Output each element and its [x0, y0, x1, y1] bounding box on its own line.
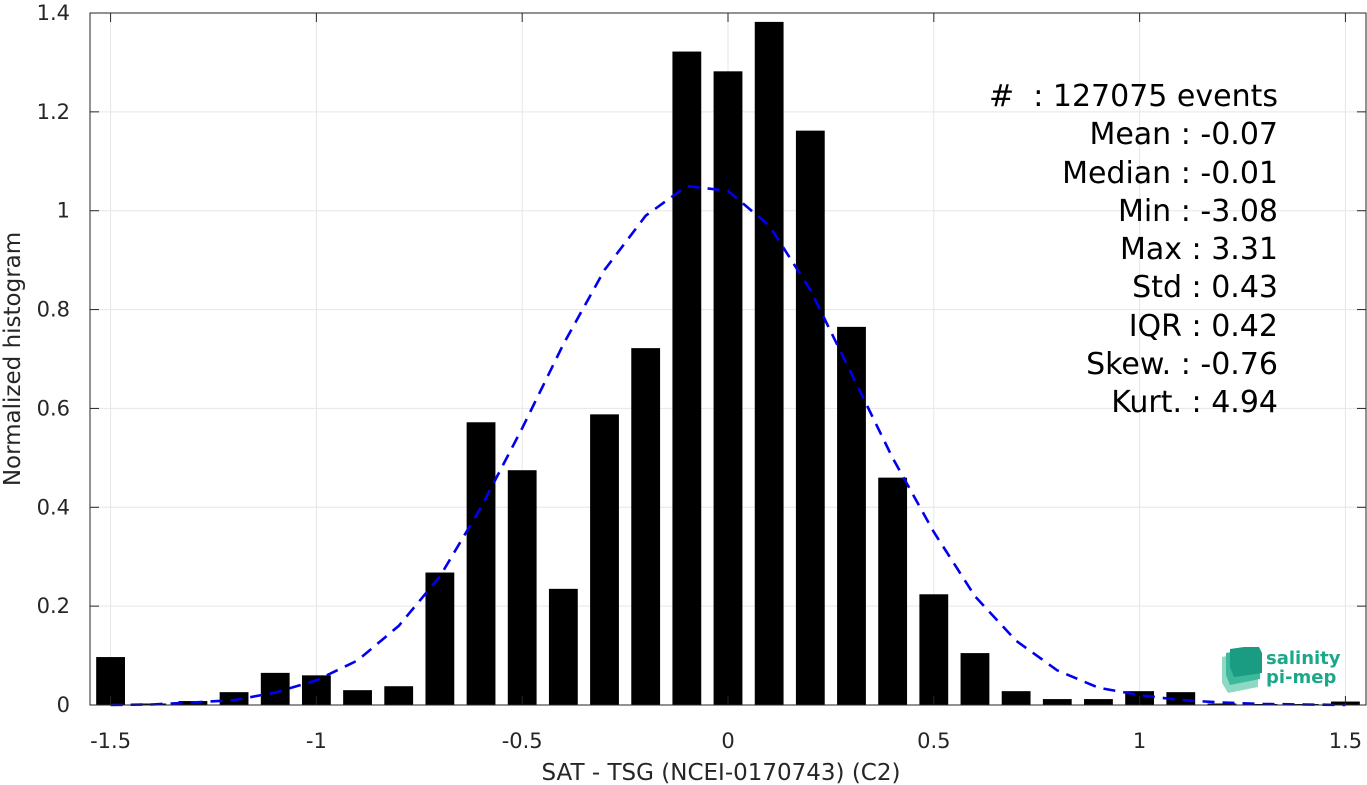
stat-events: # : 127075 events	[989, 79, 1278, 114]
histogram-bar	[960, 653, 990, 705]
histogram-bar	[754, 21, 784, 705]
ticks	[90, 12, 1366, 706]
salinity-pi-mep-logo: salinity pi-mep	[1218, 645, 1348, 695]
stat-min: Min : -3.08	[1117, 193, 1278, 229]
histogram-bar	[590, 414, 619, 705]
x-tick-label: -1	[306, 729, 327, 753]
y-tick-label: 0.2	[37, 594, 70, 618]
histogram-bar	[919, 594, 949, 705]
stat-max: Max : 3.31	[1120, 232, 1278, 268]
x-tick-labels: -1.5 -1 -0.5 0 0.5 1 1.5	[90, 729, 1362, 753]
logo-line-1: salinity	[1266, 648, 1341, 669]
stats-box: # : 127075 events Mean : -0.07 Median : …	[989, 78, 1278, 423]
histogram-bar	[1207, 703, 1237, 705]
y-tick-label: 0.4	[37, 495, 70, 519]
fit-curve	[110, 184, 1346, 707]
x-tick-label: -0.5	[502, 729, 543, 753]
y-tick-label: 0	[57, 693, 70, 717]
histogram-bar	[672, 51, 702, 706]
y-tick-label: 1.4	[37, 1, 70, 25]
x-axis-label: SAT - TSG (NCEI-0170743) (C2)	[542, 760, 901, 785]
logo-icon	[1222, 647, 1262, 693]
histogram-bar	[1084, 699, 1113, 705]
stat-std: Std : 0.43	[1132, 270, 1278, 306]
histogram-bar	[1042, 699, 1072, 705]
x-tick-label: 0	[721, 729, 734, 753]
histogram-bar	[507, 470, 537, 705]
histogram-bar	[343, 690, 372, 705]
histogram-bar	[1001, 691, 1031, 705]
x-tick-label: 0.5	[917, 729, 950, 753]
histogram-bar	[384, 686, 414, 705]
y-axis-label: Normalized histogram	[0, 232, 26, 486]
histogram-bar	[548, 588, 578, 705]
histogram-bar	[260, 672, 290, 705]
x-tick-label: 1.5	[1329, 729, 1362, 753]
bars	[96, 21, 1360, 706]
stat-median: Median : -0.01	[1062, 155, 1278, 191]
x-tick-label: -1.5	[90, 729, 131, 753]
stat-mean: Mean : -0.07	[1089, 117, 1278, 153]
histogram-bar	[425, 572, 455, 705]
y-tick-label: 0.6	[37, 396, 70, 420]
histogram-bar	[878, 477, 908, 705]
y-tick-label: 1	[57, 199, 70, 223]
stat-skew: Skew. : -0.76	[1086, 347, 1278, 383]
y-tick-label: 1.2	[37, 100, 70, 124]
histogram-bar	[795, 130, 825, 705]
y-tick-label: 0.8	[37, 298, 70, 322]
stat-iqr: IQR : 0.42	[1128, 308, 1278, 344]
logo-line-2: pi-mep	[1266, 667, 1337, 688]
histogram-bar	[713, 71, 743, 706]
histogram-bar	[466, 422, 496, 705]
histogram-bar	[219, 692, 249, 705]
histogram-bar	[837, 326, 866, 705]
y-tick-labels: 0 0.2 0.4 0.6 0.8 1 1.2 1.4	[37, 1, 70, 717]
stat-kurt: Kurt. : 4.94	[1111, 385, 1278, 421]
histogram-bar	[631, 348, 661, 705]
x-tick-label: 1	[1133, 729, 1146, 753]
logo-text: salinity pi-mep	[1266, 649, 1341, 687]
